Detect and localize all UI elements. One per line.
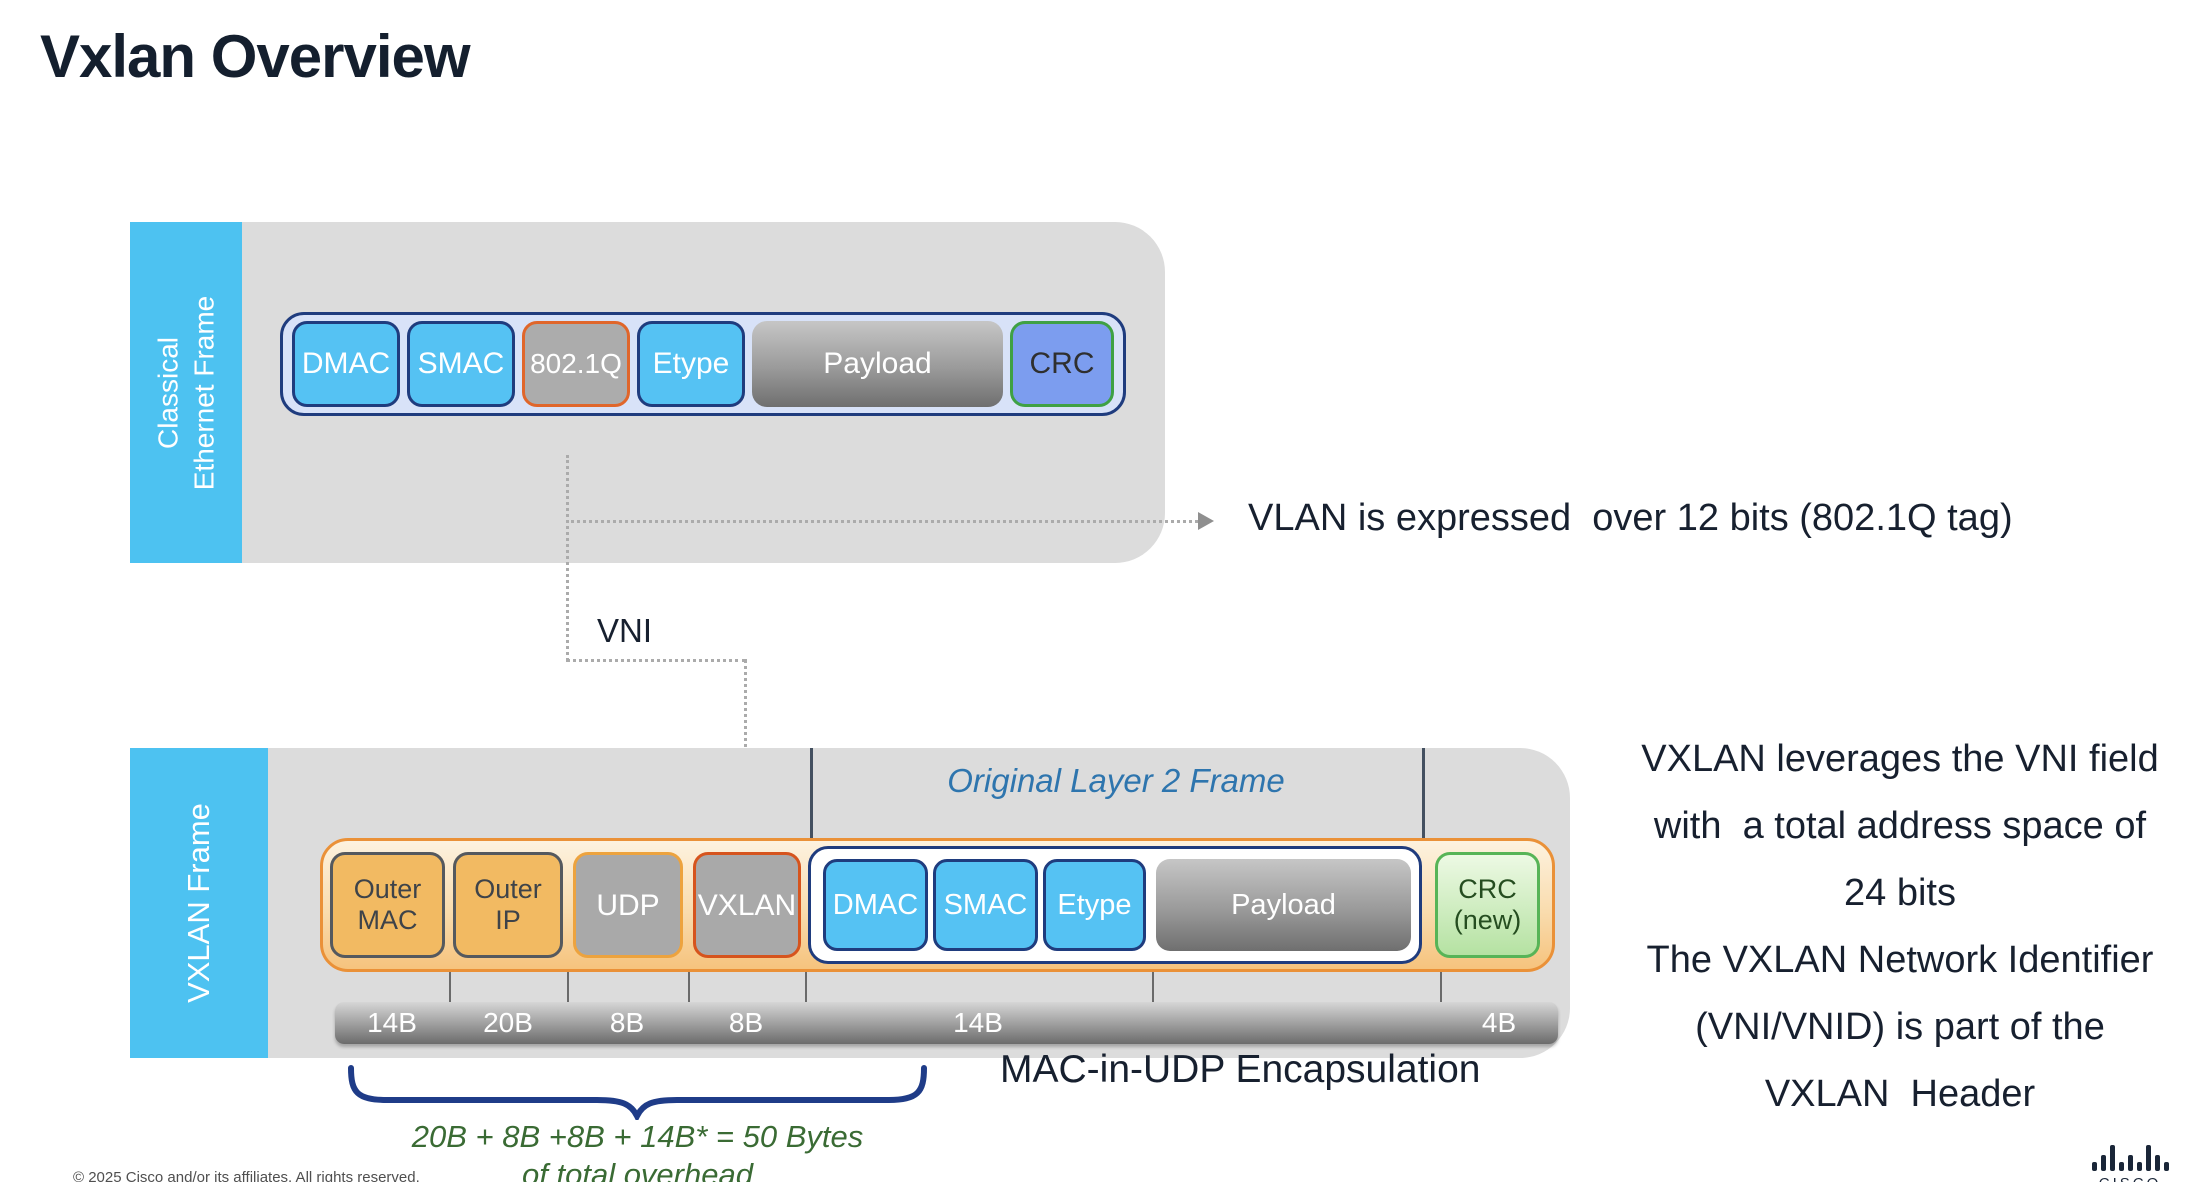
classical-frame-label: Classical Ethernet Frame xyxy=(130,222,242,563)
size-label-14b: 14B xyxy=(367,1007,417,1038)
l2-bracket-left xyxy=(810,748,813,843)
field-payload: Payload xyxy=(752,321,1003,407)
size-label-14b-inner: 14B xyxy=(953,1007,1003,1038)
field-8021q: 802.1Q xyxy=(522,321,630,407)
connector-vertical-from-8021q xyxy=(566,455,569,661)
overhead-note: 20B + 8B +8B + 14B* = 50 Bytes of total … xyxy=(330,1118,945,1182)
size-tick xyxy=(688,972,690,1002)
field-inner-payload: Payload xyxy=(1156,859,1411,951)
field-inner-etype: Etype xyxy=(1043,859,1146,951)
connector-horizontal-to-vlan-note xyxy=(566,520,1198,523)
size-label-8b-vxlan: 8B xyxy=(728,1007,764,1038)
vni-label: VNI xyxy=(597,612,653,649)
field-inner-smac: SMAC xyxy=(933,859,1038,951)
cisco-logo-text: CISCO xyxy=(2082,1175,2178,1182)
original-l2-frame-container: DMAC SMAC Etype Payload xyxy=(808,846,1422,964)
field-crc: CRC xyxy=(1010,321,1114,407)
cisco-logo-icon: CISCO xyxy=(2082,1145,2178,1182)
byte-size-bar: 14B 20B 8B 8B 14B 4B xyxy=(335,1002,1558,1044)
size-label-8b-udp: 8B xyxy=(609,1007,645,1038)
l2-bracket-right xyxy=(1422,748,1425,843)
size-tick xyxy=(805,972,807,1002)
vxlan-frame-label: VXLAN Frame xyxy=(130,748,268,1058)
size-tick xyxy=(567,972,569,1002)
field-vxlan: VXLAN xyxy=(693,852,801,958)
overhead-note-line1: 20B + 8B +8B + 14B* = 50 Bytes xyxy=(411,1119,864,1154)
size-label-4b: 4B xyxy=(1481,1007,1517,1038)
size-label-20b: 20B xyxy=(483,1007,533,1038)
field-inner-dmac: DMAC xyxy=(823,859,928,951)
classical-frame-label-text: Classical Ethernet Frame xyxy=(152,295,219,490)
vxlan-frame-group: VXLAN Frame Original Layer 2 Frame Outer… xyxy=(130,748,1570,1058)
size-tick xyxy=(1152,972,1154,1002)
vni-description-note: VXLAN leverages the VNI field with a tot… xyxy=(1641,738,2159,1115)
original-l2-frame-label: Original Layer 2 Frame xyxy=(947,762,1285,799)
size-tick xyxy=(1440,972,1442,1002)
field-dmac: DMAC xyxy=(292,321,400,407)
arrow-right-icon xyxy=(1198,512,1214,530)
cisco-logo-bars xyxy=(2082,1145,2178,1171)
classical-ethernet-frame-group: Classical Ethernet Frame DMAC SMAC 802.1… xyxy=(130,222,1165,563)
connector-horizontal-vni xyxy=(566,659,746,662)
field-udp: UDP xyxy=(573,852,683,958)
overhead-brace-icon xyxy=(348,1065,927,1120)
vxlan-frame-label-text: VXLAN Frame xyxy=(181,803,216,1003)
overhead-note-line2: of total overhead xyxy=(522,1157,753,1182)
field-smac: SMAC xyxy=(407,321,515,407)
field-outer-ip: Outer IP xyxy=(453,852,563,958)
page-title: Vxlan Overview xyxy=(40,23,471,90)
field-crc-new: CRC (new) xyxy=(1435,852,1540,958)
size-tick xyxy=(449,972,451,1002)
classical-frame-fields-container: DMAC SMAC 802.1Q Etype Payload CRC xyxy=(280,312,1126,416)
mac-in-udp-label: MAC-in-UDP Encapsulation xyxy=(1000,1048,1481,1091)
copyright-text: © 2025 Cisco and/or its affiliates. All … xyxy=(73,1169,420,1182)
field-outer-mac: Outer MAC xyxy=(330,852,445,958)
vlan-annotation: VLAN is expressed over 12 bits (802.1Q t… xyxy=(1248,497,2013,539)
field-etype: Etype xyxy=(637,321,745,407)
